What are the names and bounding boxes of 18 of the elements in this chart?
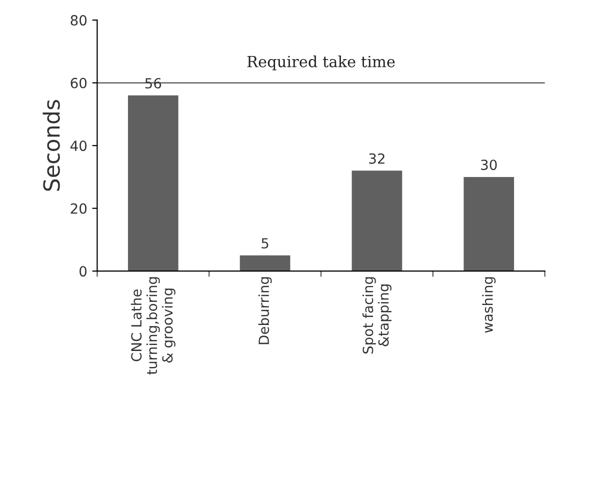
x-tick-label: Spot facing &tapping	[362, 277, 392, 354]
y-tick-label: 80	[70, 15, 87, 26]
bar	[128, 95, 178, 272]
data-label: 32	[369, 153, 384, 164]
y-tick-label: 20	[70, 203, 87, 214]
x-tick-label: washing	[482, 277, 496, 333]
data-label: 30	[481, 160, 497, 170]
y-axis-title: Seconds	[42, 100, 60, 191]
x-tick-label: Deburring	[258, 277, 272, 344]
x-tick-label: CNC Lathe turning,boring & grooving	[130, 277, 176, 374]
bar	[240, 255, 290, 272]
data-label: 5	[262, 238, 268, 249]
bar	[352, 170, 402, 272]
bar	[464, 176, 514, 272]
y-tick-label: 40	[70, 140, 87, 152]
y-tick-label: 0	[80, 266, 87, 277]
ref-line-label: Required take time	[247, 55, 395, 70]
y-tick-label: 60	[70, 78, 87, 88]
